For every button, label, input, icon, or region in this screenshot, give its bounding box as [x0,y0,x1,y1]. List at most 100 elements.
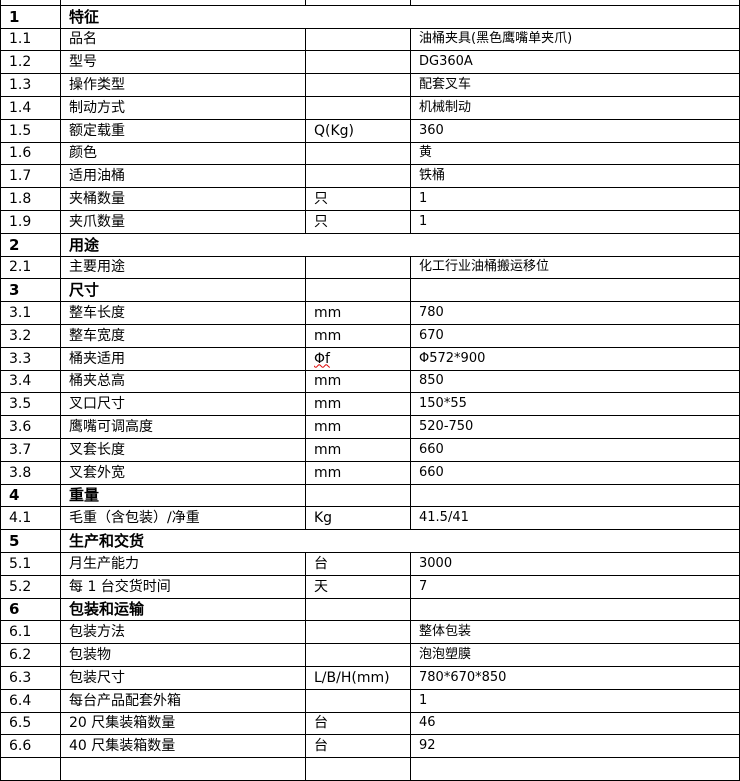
table-row: 3.8 叉套外宽 mm 660 [0,460,740,485]
section-title: 生产和交货 [60,529,740,553]
table-row: 6.1 包装方法 整体包装 [0,620,740,645]
item-number: 1.7 [0,164,61,189]
item-number: 2.1 [0,255,61,280]
section-number: 5 [0,529,61,553]
table-row: 3.1 整车长度 mm 780 [0,301,740,325]
item-name: 每 1 台交货时间 [60,574,306,599]
item-number: 4.1 [0,506,61,531]
table-row: 1.1 品名 油桶夹具(黑色鹰嘴单夹爪) [0,27,740,52]
section-header-row: 4 重量 [0,483,740,508]
item-unit [305,95,411,120]
item-value: 92 [410,734,740,759]
empty-cell [410,483,740,508]
item-value: 46 [410,711,740,736]
item-number: 1.2 [0,50,61,75]
section-number: 1 [0,4,61,29]
item-unit [305,620,411,645]
table-row: 1.2 型号 DG360A [0,50,740,75]
item-name: 桶夹总高 [60,369,306,394]
item-value: 660 [410,460,740,485]
item-unit: Φf [305,346,411,371]
item-value: 360 [410,118,740,143]
empty-cell [305,757,411,781]
table-row [0,757,740,781]
table-row: 1.7 适用油桶 铁桶 [0,164,740,189]
section-number: 2 [0,232,61,257]
item-name: 包装方法 [60,620,306,645]
item-value: 铁桶 [410,164,740,189]
item-value: 泡泡塑膜 [410,643,740,667]
item-unit: 台 [305,734,411,759]
item-number: 5.1 [0,551,61,576]
item-unit: 天 [305,574,411,599]
table-row: 3.7 叉套长度 mm 660 [0,437,740,462]
item-unit: 只 [305,187,411,211]
item-number: 6.3 [0,665,61,690]
table-row: 4.1 毛重（含包装）/净重 Kg 41.5/41 [0,506,740,531]
table-row: 1.3 操作类型 配套叉车 [0,73,740,97]
item-unit [305,27,411,52]
item-number: 1.4 [0,95,61,120]
item-name: 品名 [60,27,306,52]
item-value: Φ572*900 [410,346,740,371]
item-number: 1.1 [0,27,61,52]
item-unit: mm [305,415,411,439]
table-row: 3.4 桶夹总高 mm 850 [0,369,740,394]
table-row: 3.5 叉口尺寸 mm 150*55 [0,392,740,417]
empty-cell [60,757,306,781]
section-number: 6 [0,597,61,622]
item-unit [305,73,411,97]
empty-cell [410,757,740,781]
section-title: 特征 [60,4,740,29]
table-row: 6.6 40 尺集装箱数量台 92 [0,734,740,759]
empty-cell [305,597,411,622]
item-unit: L/B/H(mm) [305,665,411,690]
empty-cell [305,278,411,303]
table-row: 5.2 每 1 台交货时间天 7 [0,574,740,599]
item-unit [305,50,411,75]
item-value: 配套叉车 [410,73,740,97]
item-number: 6.2 [0,643,61,667]
item-number: 3.1 [0,301,61,325]
section-title: 用途 [60,232,740,257]
item-name: 桶夹适用 [60,346,306,371]
item-name: 适用油桶 [60,164,306,189]
table-row: 6.5 20 尺集装箱数量台 46 [0,711,740,736]
item-name: 整车宽度 [60,323,306,348]
item-value: 3000 [410,551,740,576]
item-name: 包装物 [60,643,306,667]
section-header-row: 5 生产和交货 [0,529,740,553]
item-value: 化工行业油桶搬运移位 [410,255,740,280]
table-row: 1.8 夹桶数量只 1 [0,187,740,211]
section-number: 4 [0,483,61,508]
item-number: 1.6 [0,141,61,166]
item-value: 油桶夹具(黑色鹰嘴单夹爪) [410,27,740,52]
empty-cell [410,597,740,622]
section-header-row: 3 尺寸 [0,278,740,303]
item-number: 3.4 [0,369,61,394]
table-row: 6.3 包装尺寸 L/B/H(mm) 780*670*850 [0,665,740,690]
table-row: 5.1 月生产能力台 3000 [0,551,740,576]
item-value: 1 [410,688,740,713]
item-unit [305,643,411,667]
item-number: 3.3 [0,346,61,371]
item-name: 鹰嘴可调高度 [60,415,306,439]
table-row: 1.4 制动方式 机械制动 [0,95,740,120]
item-unit: 台 [305,551,411,576]
item-unit [305,255,411,280]
item-name: 整车长度 [60,301,306,325]
table-row: 3.3 桶夹适用 Φf Φ572*900 [0,346,740,371]
item-value: 780*670*850 [410,665,740,690]
item-number: 6.6 [0,734,61,759]
item-value: 1 [410,209,740,234]
item-unit: mm [305,460,411,485]
section-title: 包装和运输 [60,597,306,622]
item-value: 780 [410,301,740,325]
item-number: 6.4 [0,688,61,713]
item-name: 操作类型 [60,73,306,97]
item-name: 型号 [60,50,306,75]
item-unit: Q(Kg) [305,118,411,143]
table-row: 6.4 每台产品配套外箱 1 [0,688,740,713]
item-value: 670 [410,323,740,348]
